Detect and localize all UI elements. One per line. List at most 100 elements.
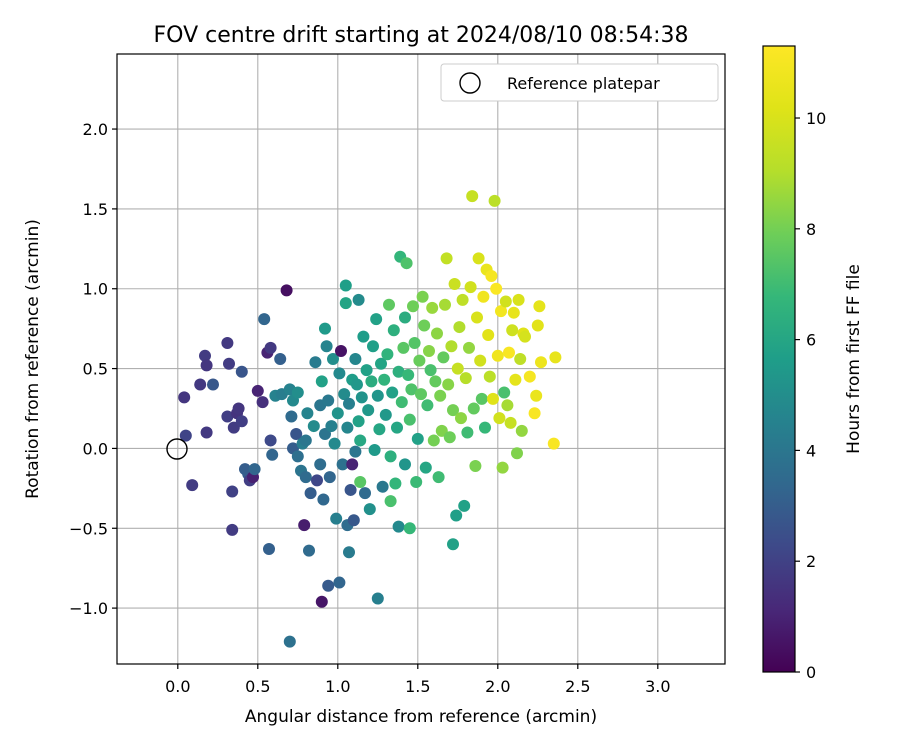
- data-point: [424, 364, 437, 377]
- data-point: [547, 437, 560, 450]
- data-point: [221, 337, 234, 350]
- data-point: [200, 426, 213, 439]
- data-point: [194, 378, 207, 391]
- data-point: [355, 391, 368, 404]
- data-point: [186, 479, 199, 492]
- data-point: [226, 485, 239, 498]
- data-point: [264, 434, 277, 447]
- y-tick-label: 2.0: [83, 120, 108, 139]
- data-point: [472, 252, 485, 265]
- data-point: [291, 450, 304, 463]
- data-point: [483, 370, 496, 383]
- data-point: [283, 635, 296, 648]
- data-point: [274, 353, 287, 365]
- data-point: [301, 407, 314, 420]
- data-point: [354, 475, 367, 488]
- colorbar: [762, 45, 796, 673]
- data-point: [495, 305, 507, 318]
- data-point: [447, 538, 459, 551]
- data-point: [403, 522, 416, 535]
- data-point: [450, 509, 463, 522]
- data-point: [531, 319, 544, 332]
- data-point: [447, 404, 459, 417]
- data-point: [258, 313, 271, 326]
- colorbar-label: Hours from first FF file: [844, 264, 864, 454]
- x-tick-label: 0.0: [165, 677, 190, 696]
- data-point: [227, 421, 240, 434]
- data-point: [485, 269, 498, 282]
- data-point: [347, 514, 360, 527]
- data-point: [367, 340, 379, 353]
- data-point: [343, 546, 355, 559]
- legend: Reference platepar: [440, 63, 719, 102]
- data-point: [386, 386, 399, 399]
- data-point: [431, 327, 443, 340]
- data-point: [493, 412, 506, 425]
- data-point: [400, 257, 413, 270]
- axes-frame: [116, 53, 726, 665]
- data-point: [459, 372, 472, 385]
- data-points: [178, 190, 562, 648]
- data-point: [264, 341, 277, 354]
- data-point: [515, 424, 528, 437]
- data-point: [519, 330, 531, 343]
- data-point: [491, 349, 504, 362]
- colorbar-tick-label: 4: [806, 441, 816, 460]
- x-tick-label: 1.5: [405, 677, 430, 696]
- data-point: [503, 346, 515, 359]
- legend-label: Reference platepar: [507, 74, 660, 93]
- data-point: [335, 345, 347, 358]
- data-point: [415, 388, 427, 401]
- data-point: [351, 378, 363, 391]
- data-point: [373, 423, 386, 436]
- data-point: [387, 324, 400, 337]
- data-point: [266, 448, 279, 461]
- data-point: [399, 311, 411, 324]
- data-point: [434, 389, 447, 402]
- data-point: [352, 415, 365, 428]
- data-point: [336, 458, 349, 471]
- data-point: [411, 432, 424, 445]
- data-point: [455, 412, 467, 425]
- legend-frame: [440, 63, 719, 102]
- data-point: [471, 311, 483, 324]
- data-point: [207, 378, 219, 391]
- data-point: [280, 284, 293, 297]
- data-point: [325, 420, 338, 433]
- data-point: [496, 461, 509, 474]
- data-point: [315, 375, 328, 388]
- data-point: [435, 424, 448, 437]
- data-point: [511, 447, 523, 460]
- data-point: [327, 353, 339, 365]
- data-point: [392, 365, 405, 378]
- data-point: [232, 402, 245, 415]
- data-point: [416, 290, 429, 303]
- data-point: [426, 301, 439, 314]
- data-point: [317, 493, 330, 506]
- data-point: [359, 487, 371, 500]
- data-point: [263, 543, 275, 556]
- data-point: [432, 471, 445, 484]
- y-axis-ticks: −1.0 −0.5 0.0 0.5 1.0 1.5 2.0: [69, 120, 117, 618]
- colorbar-tick-label: 0: [806, 663, 816, 682]
- data-point: [533, 300, 546, 313]
- colorbar-tick-label: 10: [806, 109, 826, 128]
- data-point: [375, 357, 387, 370]
- data-point: [448, 277, 461, 290]
- data-point: [514, 353, 527, 365]
- data-point: [311, 474, 323, 487]
- x-tick-label: 2.5: [565, 677, 590, 696]
- data-point: [307, 420, 320, 433]
- data-point: [376, 480, 389, 493]
- data-point: [384, 495, 397, 508]
- data-point: [360, 364, 373, 377]
- data-point: [389, 477, 402, 490]
- data-point: [535, 356, 547, 369]
- data-point: [200, 359, 213, 372]
- data-point: [463, 341, 475, 354]
- data-point: [467, 402, 480, 415]
- data-point: [370, 313, 383, 326]
- data-point: [349, 445, 362, 458]
- data-point: [461, 426, 474, 439]
- data-point: [235, 415, 248, 428]
